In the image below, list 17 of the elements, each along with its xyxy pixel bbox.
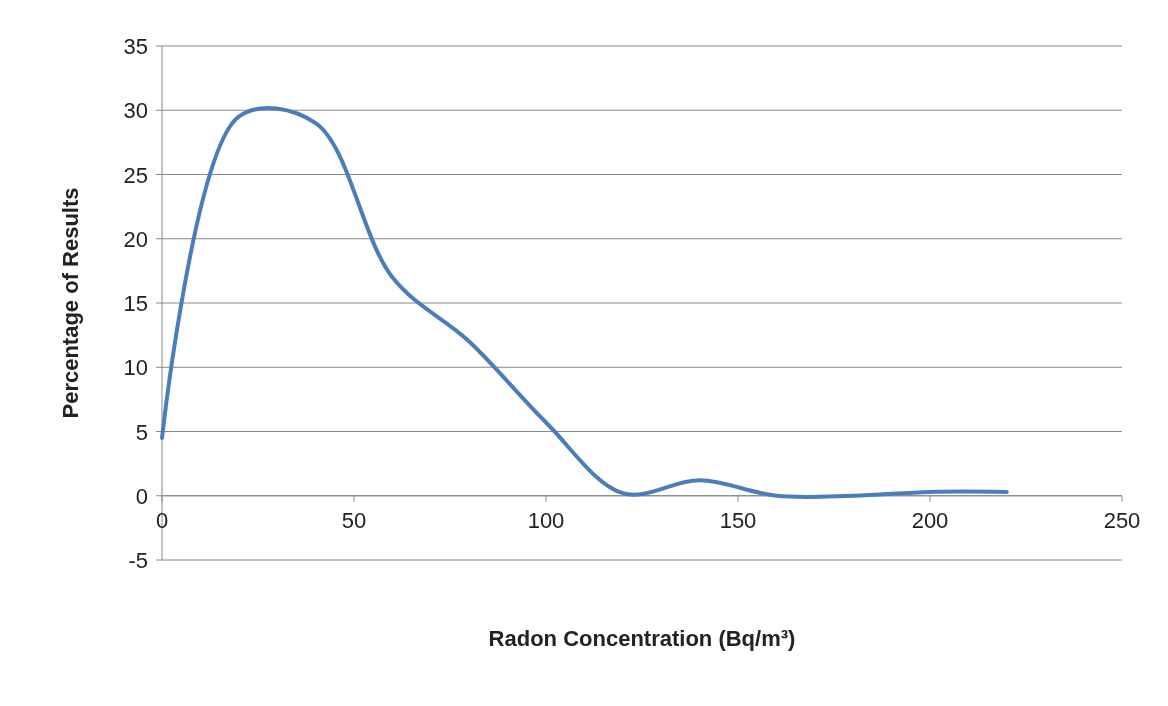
y-tick-label: 5 <box>135 419 148 445</box>
y-tick-label: 30 <box>123 98 148 124</box>
y-tick-label: 10 <box>123 355 148 381</box>
x-tick-label: 0 <box>155 507 169 533</box>
y-tick-label: 0 <box>135 483 148 509</box>
y-tick-label: -5 <box>128 548 148 573</box>
y-axis-title: Percentage of Results <box>58 187 83 419</box>
y-tick-label: 20 <box>123 226 148 252</box>
x-tick-label: 100 <box>527 507 565 533</box>
x-tick-label: 250 <box>1103 507 1141 533</box>
x-tick-label: 150 <box>719 507 757 533</box>
x-tick-label: 200 <box>911 507 949 533</box>
y-tick-label: 35 <box>123 34 148 59</box>
x-axis-title: Radon Concentration (Bq/m³) <box>488 626 796 651</box>
y-tick-label: 15 <box>123 291 148 316</box>
y-tick-label: 25 <box>123 162 148 188</box>
x-tick-label: 50 <box>341 507 367 533</box>
